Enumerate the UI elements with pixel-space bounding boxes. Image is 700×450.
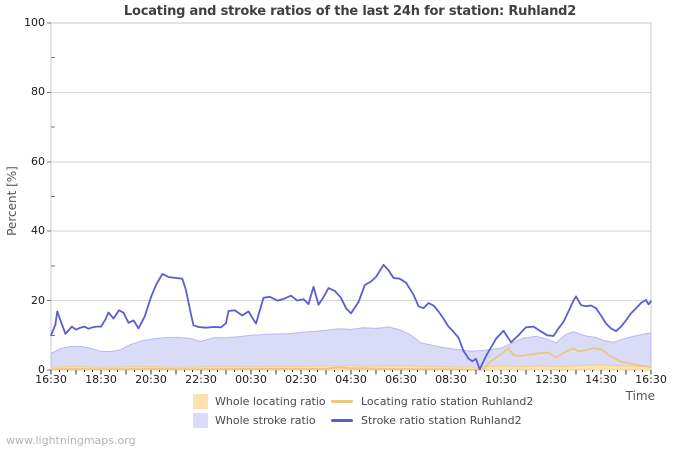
x-tick-label-04-30-6: 04:30: [335, 373, 367, 386]
legend-label-stroke-ratio-station: Stroke ratio station Ruhland2: [361, 414, 522, 427]
x-axis-title: Time: [625, 389, 655, 403]
whole-locating-ratio-swatch: [193, 394, 208, 409]
x-tick-label-08-30-8: 08:30: [435, 373, 467, 386]
x-tick-label-10-30-9: 10:30: [485, 373, 517, 386]
y-tick-label-60: 60: [31, 154, 45, 168]
plot-frame: [50, 22, 652, 371]
y-tick-label-80: 80: [31, 85, 45, 99]
x-tick-label-12-30-10: 12:30: [535, 373, 567, 386]
line-stroke-ratio-station-ruhland2: [50, 263, 652, 371]
x-tick-label-22-30-3: 22:30: [185, 373, 217, 386]
line-locating-ratio-station-ruhland2: [50, 347, 652, 371]
x-tick-label-20-30-2: 20:30: [135, 373, 167, 386]
chart-legend: Whole locating ratio Locating ratio stat…: [193, 394, 533, 428]
y-axis-title: Percent [%]: [5, 166, 19, 236]
x-tick-label-14-30-11: 14:30: [585, 373, 617, 386]
stroke-ratio-line-swatch: [331, 419, 353, 422]
x-tick-label-18-30-1: 18:30: [85, 373, 117, 386]
legend-label-locating-ratio-station: Locating ratio station Ruhland2: [361, 395, 534, 408]
chart-title: Locating and stroke ratios of the last 2…: [123, 4, 577, 19]
locating-ratio-line-swatch: [331, 400, 353, 403]
x-tick-label-06-30-7: 06:30: [385, 373, 417, 386]
x-tick-label-00-30-4: 00:30: [235, 373, 267, 386]
legend-label-whole-stroke-ratio: Whole stroke ratio: [215, 414, 316, 427]
y-tick-label-40: 40: [31, 224, 45, 238]
watermark: www.lightningmaps.org: [6, 434, 136, 447]
x-tick-label-16-30-0: 16:30: [35, 373, 67, 386]
x-tick-label-02-30-5: 02:30: [285, 373, 317, 386]
area-whole-stroke-ratio: [50, 326, 652, 371]
y-tick-label-20: 20: [31, 293, 45, 307]
y-tick-label-100: 100: [24, 16, 45, 29]
x-tick-label-16-30-12: 16:30: [635, 373, 667, 386]
whole-stroke-ratio-swatch: [193, 413, 208, 428]
y-tick-label-0: 0: [38, 363, 45, 376]
legend-label-whole-locating-ratio: Whole locating ratio: [215, 395, 326, 408]
